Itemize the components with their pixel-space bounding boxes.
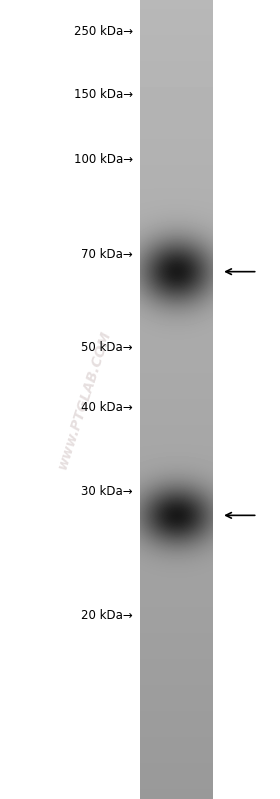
Text: 20 kDa→: 20 kDa→ — [81, 609, 133, 622]
Text: www.PTGLAB.COM: www.PTGLAB.COM — [55, 328, 113, 471]
Text: 30 kDa→: 30 kDa→ — [81, 485, 133, 498]
Text: 40 kDa→: 40 kDa→ — [81, 401, 133, 414]
Text: 50 kDa→: 50 kDa→ — [81, 341, 133, 354]
Text: 100 kDa→: 100 kDa→ — [74, 153, 133, 166]
Text: 250 kDa→: 250 kDa→ — [74, 26, 133, 38]
Text: 150 kDa→: 150 kDa→ — [74, 88, 133, 101]
Text: 70 kDa→: 70 kDa→ — [81, 248, 133, 260]
